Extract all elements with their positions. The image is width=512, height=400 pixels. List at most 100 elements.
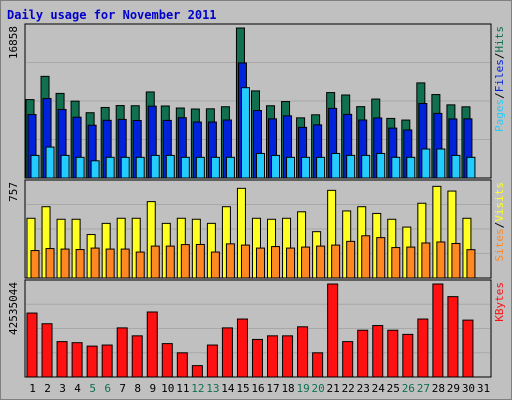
pages-bar [90, 160, 100, 179]
day-label: 28 [432, 382, 445, 395]
sites-bar [45, 248, 55, 279]
kbytes-bar [71, 342, 83, 378]
day-label: 12 [191, 382, 204, 395]
day-label: 23 [357, 382, 370, 395]
pages-bar [451, 154, 461, 179]
pages-bar [376, 152, 386, 179]
pages-bar [346, 154, 356, 179]
sites-bar [255, 247, 265, 279]
sites-bar [210, 251, 220, 279]
metric-label: Hits [493, 26, 506, 53]
label-separator: / [493, 53, 506, 60]
sites-bar [286, 247, 296, 279]
kbytes-bar [282, 335, 294, 378]
label-separator: / [493, 222, 506, 229]
pages-bar [406, 156, 416, 179]
kbytes-bar [357, 329, 369, 378]
pages-bar [210, 156, 220, 179]
kbytes-bar [131, 335, 143, 378]
kbytes-bar [402, 333, 414, 378]
pages-bar [466, 156, 476, 179]
pages-bar [361, 154, 371, 179]
kbytes-bar [462, 319, 474, 378]
sites-bar [466, 249, 476, 279]
sites-bar [391, 247, 401, 279]
pages-bar [271, 154, 281, 179]
day-label: 7 [119, 382, 126, 395]
sites-bar [120, 248, 130, 279]
kbytes-bar [26, 312, 38, 378]
day-label: 9 [149, 382, 156, 395]
chart-title: Daily usage for November 2011 [7, 8, 217, 22]
day-label: 2 [44, 382, 51, 395]
day-label: 19 [296, 382, 309, 395]
pages-bar [301, 156, 311, 179]
metric-labels-visits-sites: Sites/Visits [493, 182, 506, 262]
pages-bar [240, 87, 250, 179]
sites-bar [195, 243, 205, 279]
pages-bar [391, 156, 401, 179]
day-label: 20 [312, 382, 325, 395]
sites-bar [436, 241, 446, 279]
day-label: 31 [477, 382, 490, 395]
sites-bar [90, 247, 100, 279]
day-label: 27 [417, 382, 430, 395]
day-label: 5 [89, 382, 96, 395]
sites-bar [30, 250, 40, 279]
kbytes-bar [41, 323, 53, 378]
pages-bar [60, 154, 70, 179]
kbytes-bar [206, 344, 218, 378]
kbytes-bar [191, 365, 203, 378]
pages-bar [45, 146, 55, 179]
kbytes-bar [267, 335, 279, 378]
pages-bar [30, 154, 40, 179]
sites-bar [75, 249, 85, 279]
kbytes-bar [327, 283, 339, 378]
kbytes-bar [251, 338, 263, 378]
pages-bar [195, 156, 205, 179]
pages-bar [421, 148, 431, 179]
kbytes-bar [176, 352, 188, 378]
day-label: 13 [206, 382, 219, 395]
day-label: 15 [236, 382, 249, 395]
day-label: 16 [251, 382, 264, 395]
metric-label: KBytes [493, 282, 506, 322]
y-max-label: 42535044 [7, 282, 20, 335]
day-label: 24 [372, 382, 386, 395]
kbytes-bar [297, 326, 309, 378]
day-label: 17 [266, 382, 279, 395]
kbytes-bar [221, 327, 233, 378]
metric-labels-kbytes: KBytes [493, 282, 506, 322]
metric-label: Files [493, 59, 506, 92]
metric-labels-hits-files-pages: Pages/Files/Hits [493, 26, 506, 132]
pages-bar [105, 156, 115, 179]
sites-bar [271, 246, 281, 279]
pages-bar [436, 148, 446, 179]
pages-bar [286, 156, 296, 179]
pages-bar [120, 156, 130, 179]
pages-bar [135, 156, 145, 179]
sites-bar [451, 242, 461, 279]
kbytes-bar [447, 296, 459, 378]
day-label: 4 [74, 382, 81, 395]
sites-bar [301, 246, 311, 279]
pages-bar [75, 156, 85, 179]
sites-bar [376, 237, 386, 279]
kbytes-bar [372, 325, 384, 378]
sites-bar [346, 240, 356, 279]
kbytes-bar [417, 318, 429, 378]
pages-bar [180, 156, 190, 179]
kbytes-bar [342, 341, 354, 378]
day-label: 30 [462, 382, 475, 395]
day-label: 8 [134, 382, 141, 395]
day-label: 26 [402, 382, 415, 395]
kbytes-bar [432, 283, 444, 378]
day-label: 14 [221, 382, 235, 395]
sites-bar [165, 245, 175, 279]
day-label: 3 [59, 382, 66, 395]
kbytes-bar [116, 327, 128, 378]
y-max-label: 16858 [7, 26, 20, 59]
day-label: 29 [447, 382, 460, 395]
sites-bar [105, 248, 115, 279]
